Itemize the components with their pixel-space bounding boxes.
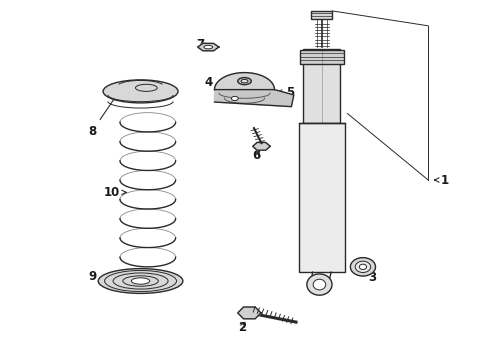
Text: 5: 5 — [277, 86, 294, 99]
Ellipse shape — [306, 274, 331, 295]
Polygon shape — [214, 90, 293, 107]
Text: 10: 10 — [103, 186, 126, 199]
Polygon shape — [310, 11, 332, 19]
Ellipse shape — [103, 80, 178, 103]
Ellipse shape — [312, 279, 325, 290]
Polygon shape — [197, 43, 219, 51]
Ellipse shape — [359, 264, 366, 270]
Polygon shape — [303, 49, 340, 123]
Ellipse shape — [354, 261, 370, 273]
Polygon shape — [252, 143, 269, 150]
Text: 1: 1 — [434, 174, 448, 186]
Text: 6: 6 — [252, 149, 260, 162]
Text: 7: 7 — [196, 38, 210, 51]
Ellipse shape — [98, 269, 183, 293]
Ellipse shape — [131, 278, 149, 284]
Ellipse shape — [231, 96, 238, 100]
Polygon shape — [237, 307, 261, 319]
Ellipse shape — [350, 258, 375, 276]
Ellipse shape — [241, 79, 247, 83]
Text: 4: 4 — [203, 76, 224, 89]
Text: 8: 8 — [88, 95, 116, 138]
Polygon shape — [299, 50, 344, 64]
Text: 9: 9 — [88, 270, 109, 283]
Ellipse shape — [237, 77, 251, 85]
Ellipse shape — [203, 45, 212, 49]
Text: 3: 3 — [365, 270, 376, 284]
Polygon shape — [214, 73, 274, 90]
Text: 2: 2 — [238, 321, 245, 334]
Polygon shape — [298, 123, 345, 272]
